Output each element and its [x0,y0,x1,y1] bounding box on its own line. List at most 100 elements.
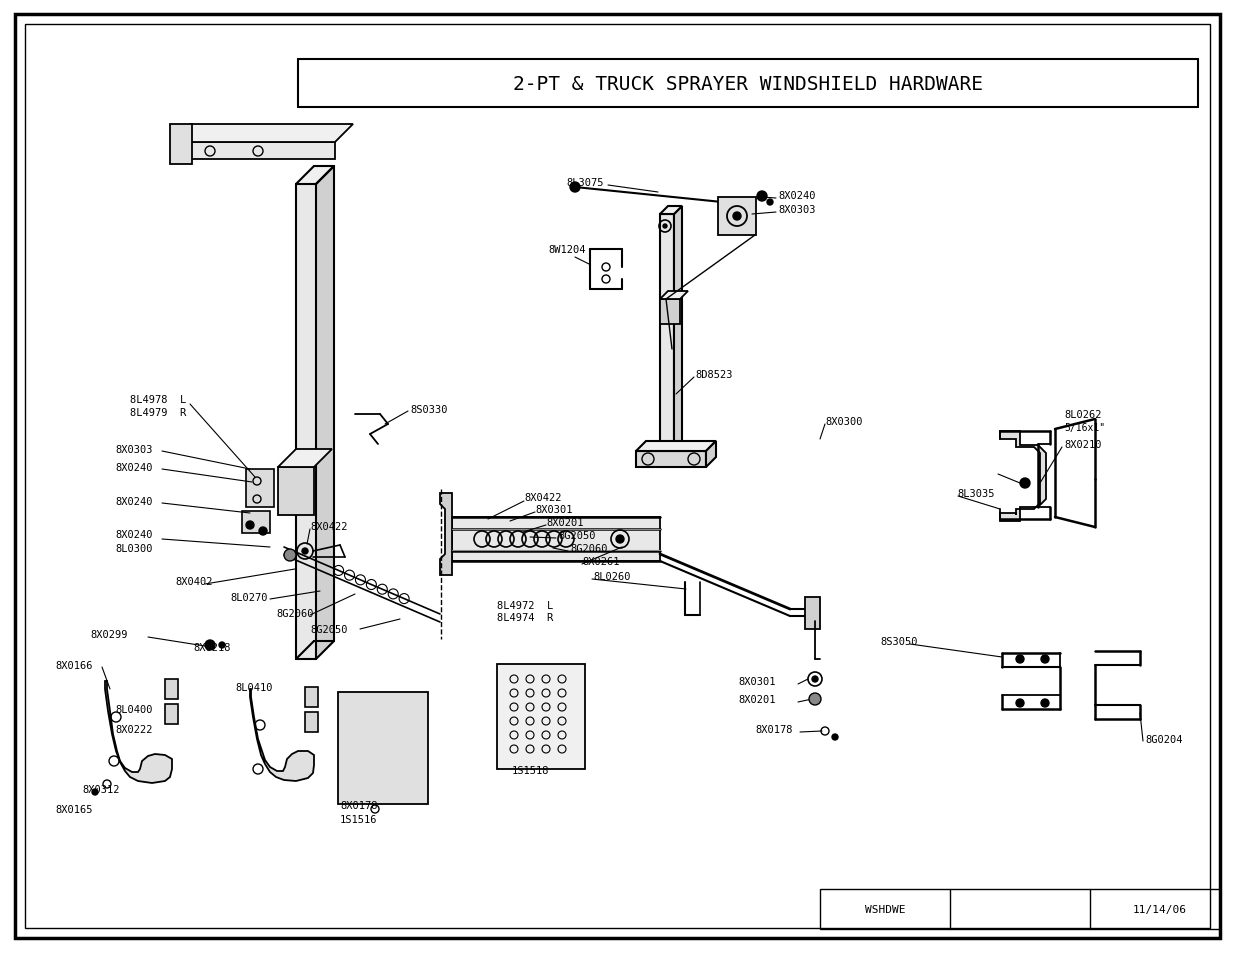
Text: 8X0240: 8X0240 [115,530,152,539]
Polygon shape [278,468,314,516]
Text: 8D8523: 8D8523 [695,370,732,379]
Bar [718,198,756,235]
Text: 8X0422: 8X0422 [524,493,562,502]
Text: 8L4979  R: 8L4979 R [130,408,186,417]
Text: 8X0402: 8X0402 [175,577,212,586]
Polygon shape [659,214,674,455]
Polygon shape [165,679,178,700]
Text: 8G2060: 8G2060 [275,608,314,618]
Polygon shape [296,185,316,659]
Text: 8X0222: 8X0222 [115,724,152,734]
Polygon shape [659,292,688,299]
Polygon shape [105,681,172,783]
Polygon shape [674,207,682,455]
Text: 8X0210: 8X0210 [1065,439,1102,450]
Polygon shape [172,125,353,143]
Text: 8L4972  L: 8L4972 L [496,600,553,610]
Text: 8X0301: 8X0301 [535,504,573,515]
Text: 8G2050: 8G2050 [558,531,595,540]
Polygon shape [440,494,452,576]
Circle shape [1020,478,1030,489]
Text: 8L4978  L: 8L4978 L [130,395,186,405]
Circle shape [663,225,667,229]
Polygon shape [636,441,716,452]
Text: 8G0204: 8G0204 [1145,734,1182,744]
Text: 8X0166: 8X0166 [56,660,93,670]
Polygon shape [659,299,680,325]
Text: 8X0218: 8X0218 [193,642,231,652]
Text: 8X0303: 8X0303 [778,205,815,214]
Polygon shape [452,517,659,561]
Bar [496,664,585,769]
Polygon shape [316,167,333,659]
Polygon shape [296,167,333,185]
Polygon shape [170,125,191,165]
Text: 8L0270: 8L0270 [230,593,268,602]
Circle shape [832,734,839,740]
Polygon shape [305,687,317,707]
Text: 8X0178: 8X0178 [755,724,793,734]
Text: 8L0300: 8L0300 [115,543,152,554]
Circle shape [303,548,308,555]
Text: 8X0240: 8X0240 [778,191,815,201]
Text: 8X0165: 8X0165 [56,804,93,814]
Text: 8G2060: 8G2060 [571,543,608,554]
Polygon shape [249,689,314,781]
Text: 11/14/06: 11/14/06 [1132,904,1187,914]
Bar [820,889,1220,929]
Text: 8X0240: 8X0240 [115,497,152,506]
Polygon shape [246,470,274,507]
Text: 8L0260: 8L0260 [593,572,631,581]
Text: 8X0261: 8X0261 [582,557,620,566]
Text: 8X0422: 8X0422 [310,521,347,532]
Text: 8X0312: 8X0312 [82,784,120,794]
Text: 8X0300: 8X0300 [825,416,862,427]
Circle shape [284,550,296,561]
Text: 2-PT & TRUCK SPRAYER WINDSHIELD HARDWARE: 2-PT & TRUCK SPRAYER WINDSHIELD HARDWARE [513,74,983,93]
Text: 8X0301: 8X0301 [739,677,776,686]
Circle shape [91,789,98,795]
Circle shape [767,200,773,206]
Circle shape [809,693,821,705]
Circle shape [616,536,624,543]
Polygon shape [278,450,332,468]
Text: 8G2050: 8G2050 [310,624,347,635]
Text: 8S0330: 8S0330 [410,405,447,415]
Text: 8X0299: 8X0299 [90,629,127,639]
Polygon shape [636,452,706,468]
Polygon shape [706,441,716,468]
Circle shape [734,213,741,221]
Text: 8X0303: 8X0303 [115,444,152,455]
Polygon shape [165,704,178,724]
Text: 8S3050: 8S3050 [881,637,918,646]
Circle shape [757,192,767,202]
Circle shape [1016,656,1024,663]
Circle shape [246,521,254,530]
Circle shape [219,642,225,648]
Circle shape [811,677,818,682]
Circle shape [1041,700,1049,707]
Text: 8X0201: 8X0201 [546,517,583,527]
Polygon shape [1000,432,1046,521]
Text: 8L0400: 8L0400 [115,704,152,714]
Circle shape [205,640,215,650]
Text: 8L0410: 8L0410 [235,682,273,692]
Polygon shape [242,512,270,534]
Text: 1S1518: 1S1518 [513,765,550,775]
Circle shape [1041,656,1049,663]
Text: 8X0178: 8X0178 [340,801,378,810]
Text: 1S1516: 1S1516 [340,814,378,824]
Text: 8L3035: 8L3035 [957,489,994,498]
Text: 8L0262: 8L0262 [1065,410,1102,419]
Polygon shape [305,712,317,732]
Circle shape [571,183,580,193]
Text: 8X0201: 8X0201 [739,695,776,704]
Polygon shape [659,207,682,214]
Bar [338,692,429,804]
Bar [298,60,1198,108]
Text: 8W1204: 8W1204 [548,245,585,254]
Text: 5/16x1": 5/16x1" [1065,422,1105,433]
Text: WSHDWE: WSHDWE [864,904,905,914]
Circle shape [1016,700,1024,707]
Polygon shape [172,143,335,160]
